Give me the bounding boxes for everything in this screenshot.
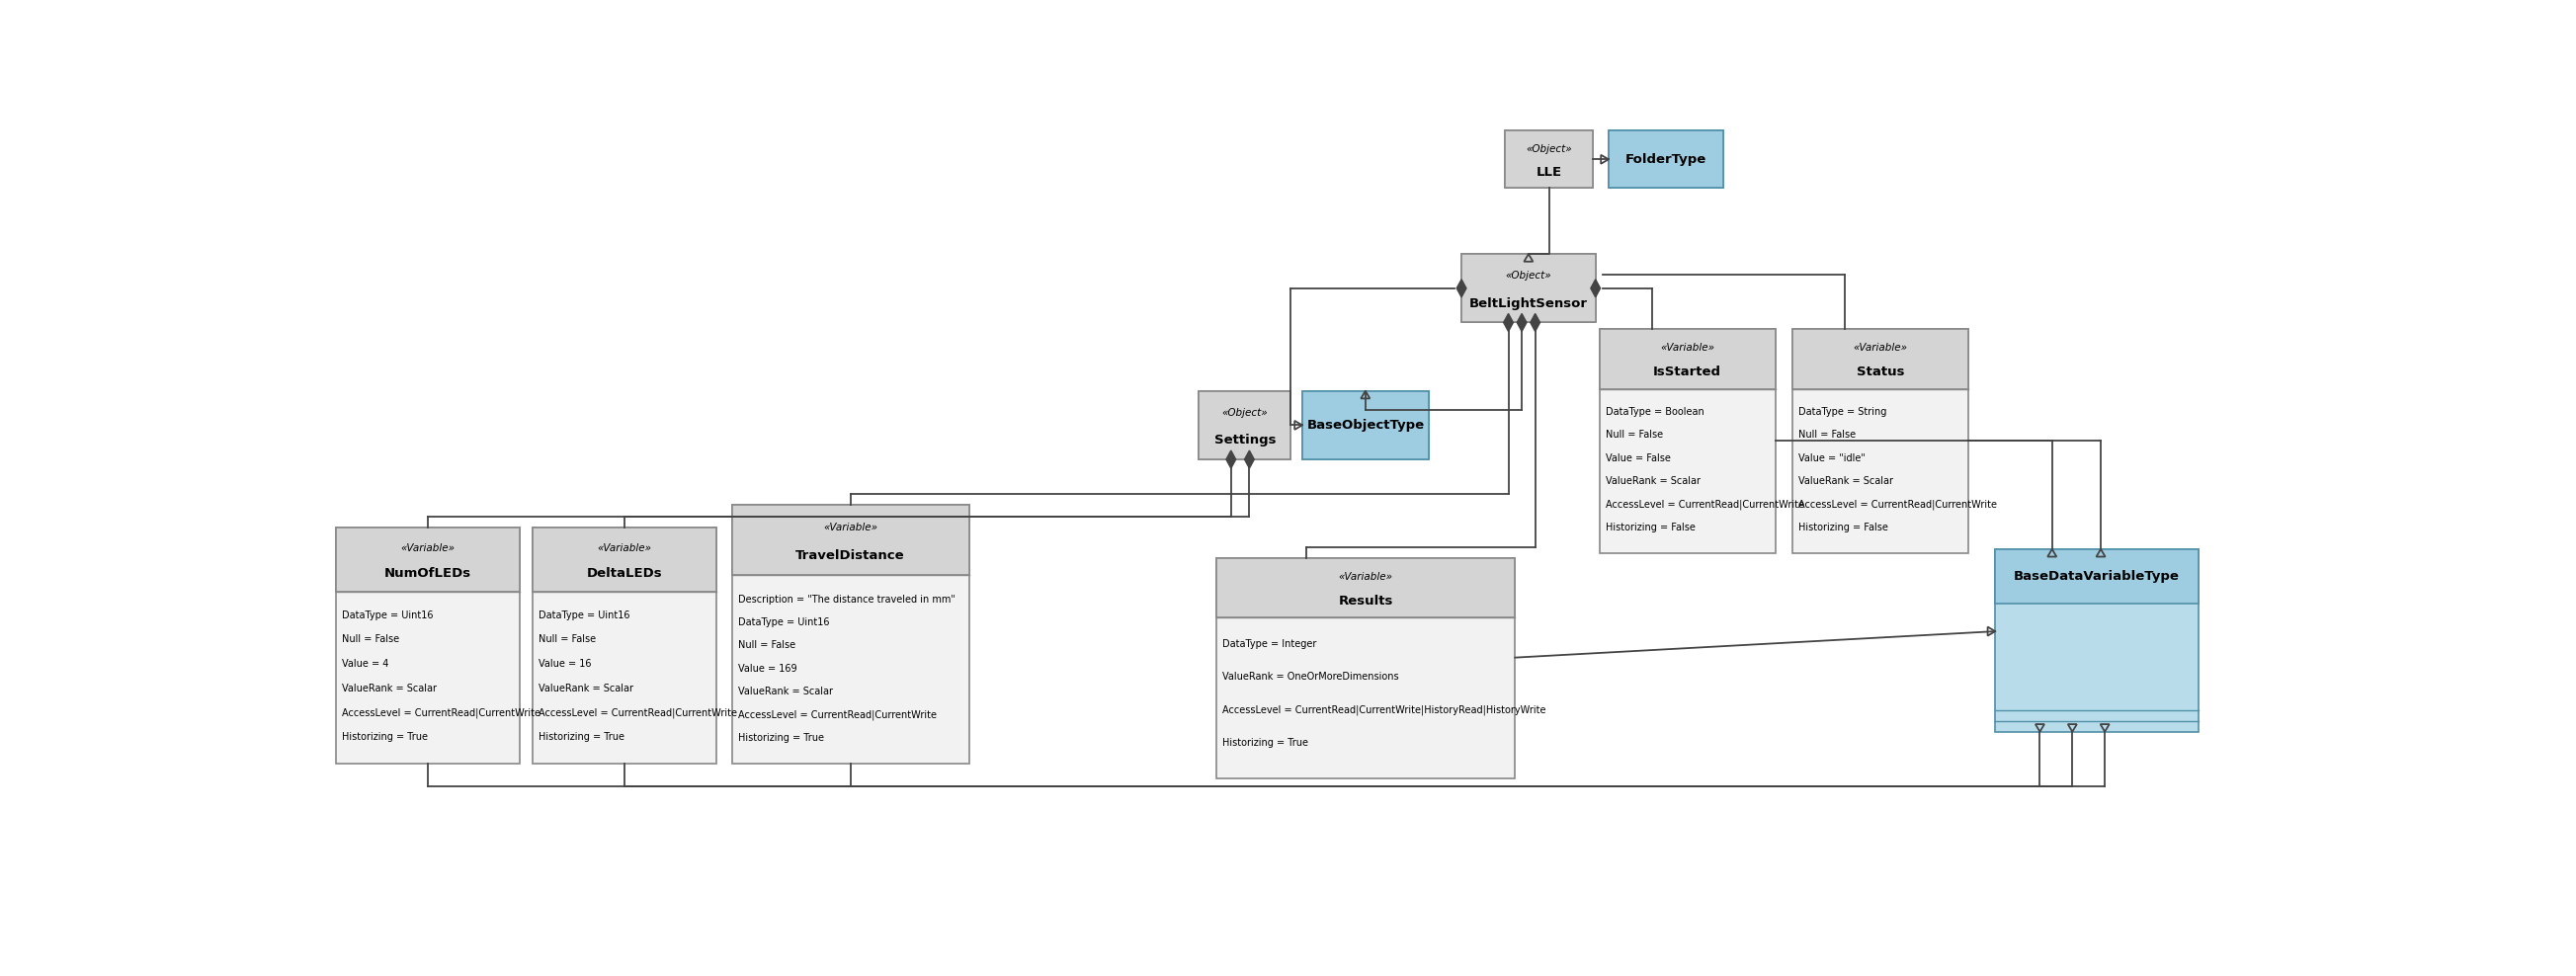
Bar [1461,254,1595,322]
Text: Historizing = False: Historizing = False [1605,522,1695,532]
Text: TravelDistance: TravelDistance [796,549,904,562]
Text: BaseObjectType: BaseObjectType [1306,419,1425,431]
Text: BeltLightSensor: BeltLightSensor [1468,297,1587,309]
Bar [1600,329,1775,389]
Text: FolderType: FolderType [1625,153,1705,166]
Bar [533,528,716,763]
Bar [1607,131,1723,187]
Bar [1600,329,1775,553]
Text: DataType = Integer: DataType = Integer [1224,639,1316,649]
Text: DeltaLEDs: DeltaLEDs [587,567,662,580]
Bar [335,528,520,591]
Bar [1198,391,1291,460]
Text: AccessLevel = CurrentRead|CurrentWrite: AccessLevel = CurrentRead|CurrentWrite [343,708,541,717]
Polygon shape [1517,313,1528,332]
Bar [1303,391,1430,460]
Text: «Object»: «Object» [1221,408,1267,418]
Text: Description = "The distance traveled in mm": Description = "The distance traveled in … [737,594,956,604]
Bar [1996,549,2197,732]
Bar [533,528,716,591]
Polygon shape [1226,451,1236,468]
Text: «Object»: «Object» [1504,271,1551,281]
Text: AccessLevel = CurrentRead|CurrentWrite: AccessLevel = CurrentRead|CurrentWrite [1605,499,1803,509]
Bar [1461,254,1595,322]
Text: Null = False: Null = False [1605,429,1664,439]
Text: ValueRank = Scalar: ValueRank = Scalar [538,683,634,693]
Bar [732,505,969,763]
Text: Historizing = True: Historizing = True [1224,738,1309,748]
Text: DataType = Uint16: DataType = Uint16 [343,610,433,620]
Polygon shape [1589,279,1600,297]
Bar [1303,391,1430,460]
Polygon shape [1455,279,1466,297]
Text: AccessLevel = CurrentRead|CurrentWrite|HistoryRead|HistoryWrite: AccessLevel = CurrentRead|CurrentWrite|H… [1224,705,1546,715]
Text: Null = False: Null = False [737,640,796,650]
Text: Value = 4: Value = 4 [343,659,389,669]
Text: Historizing = True: Historizing = True [343,732,428,742]
Bar [1216,558,1515,618]
Bar [1607,131,1723,187]
Text: «Variable»: «Variable» [399,544,456,553]
Text: Null = False: Null = False [538,634,595,644]
Text: AccessLevel = CurrentRead|CurrentWrite: AccessLevel = CurrentRead|CurrentWrite [538,708,737,717]
Bar [1504,131,1592,187]
Text: Historizing = False: Historizing = False [1798,522,1888,532]
Polygon shape [1530,313,1540,332]
Polygon shape [1504,313,1512,332]
Text: Value = 169: Value = 169 [737,664,796,673]
Text: Results: Results [1340,594,1394,608]
Bar [1504,131,1592,187]
Text: Null = False: Null = False [343,634,399,644]
Text: ValueRank = Scalar: ValueRank = Scalar [1798,476,1893,486]
Text: AccessLevel = CurrentRead|CurrentWrite: AccessLevel = CurrentRead|CurrentWrite [1798,499,1996,509]
Text: Null = False: Null = False [1798,429,1855,439]
Text: ValueRank = Scalar: ValueRank = Scalar [343,683,438,693]
Text: IsStarted: IsStarted [1654,366,1721,379]
Text: DataType = String: DataType = String [1798,407,1886,417]
Text: «Variable»: «Variable» [1659,343,1716,353]
Bar [1793,329,1968,553]
Text: «Variable»: «Variable» [598,544,652,553]
Text: Status: Status [1857,366,1904,379]
Bar [1216,558,1515,779]
Polygon shape [1244,451,1255,468]
Text: «Variable»: «Variable» [1852,343,1909,353]
Text: Value = 16: Value = 16 [538,659,592,669]
Text: NumOfLEDs: NumOfLEDs [384,567,471,580]
Text: Historizing = True: Historizing = True [737,733,824,743]
Text: DataType = Boolean: DataType = Boolean [1605,407,1703,417]
Text: Historizing = True: Historizing = True [538,732,626,742]
Text: ValueRank = Scalar: ValueRank = Scalar [737,687,832,697]
Text: Settings: Settings [1213,433,1275,447]
Text: «Object»: «Object» [1525,144,1571,154]
Text: «Variable»: «Variable» [824,522,878,532]
Bar [335,528,520,763]
Bar [1793,329,1968,389]
Text: Value = "idle": Value = "idle" [1798,453,1865,463]
Text: «Variable»: «Variable» [1340,572,1394,583]
Text: DataType = Uint16: DataType = Uint16 [538,610,631,620]
Text: ValueRank = Scalar: ValueRank = Scalar [1605,476,1700,486]
Text: Value = False: Value = False [1605,453,1672,463]
Bar [732,505,969,575]
Text: AccessLevel = CurrentRead|CurrentWrite: AccessLevel = CurrentRead|CurrentWrite [737,710,938,720]
Text: LLE: LLE [1535,166,1561,179]
Text: DataType = Uint16: DataType = Uint16 [737,618,829,628]
Text: BaseDataVariableType: BaseDataVariableType [2014,570,2179,583]
Bar [1198,391,1291,460]
Text: ValueRank = OneOrMoreDimensions: ValueRank = OneOrMoreDimensions [1224,671,1399,682]
Bar [1996,549,2197,604]
